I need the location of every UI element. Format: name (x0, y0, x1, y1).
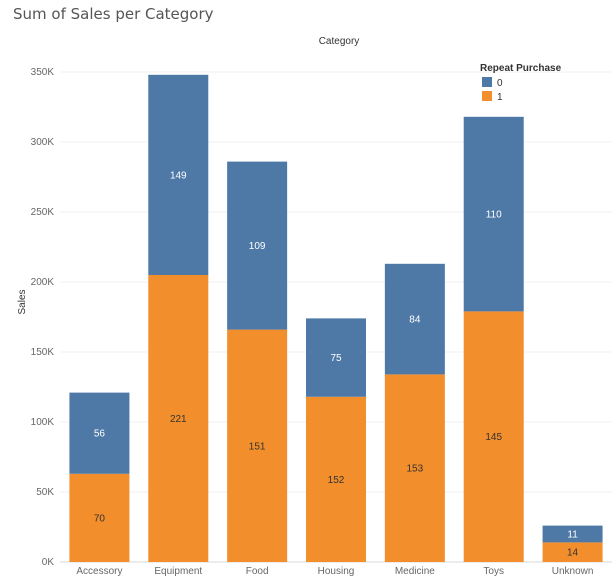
data-label: 153 (407, 464, 424, 475)
data-label: 221 (170, 414, 187, 425)
bar-segment-accessory-series-1[interactable] (69, 473, 130, 562)
x-tick-label: Unknown (552, 566, 594, 577)
y-tick-label: 0K (42, 557, 55, 568)
bar-segment-equipment-series-1[interactable] (148, 275, 209, 562)
y-axis-ticks: 0K 50K 100K 150K 200K 250K 300K 350K (31, 67, 55, 568)
legend-swatch (482, 77, 492, 87)
bar-segment-food-series-1[interactable] (227, 329, 288, 562)
legend: Repeat Purchase 0 1 (480, 63, 562, 103)
data-label: 14 (567, 548, 579, 559)
data-label: 75 (330, 353, 342, 364)
data-label: 149 (170, 170, 187, 181)
x-tick-label: Housing (318, 566, 355, 577)
column-header: Category (319, 36, 360, 47)
y-tick-label: 300K (31, 137, 55, 148)
bar-segment-unknown-series-0[interactable] (542, 525, 603, 543)
x-tick-label: Medicine (395, 566, 435, 577)
bar-segment-toys-series-0[interactable] (463, 116, 524, 312)
y-tick-label: 350K (31, 67, 55, 78)
legend-title: Repeat Purchase (480, 63, 562, 74)
x-tick-label: Food (246, 566, 269, 577)
data-label: 70 (94, 513, 106, 524)
legend-label: 0 (497, 78, 503, 89)
data-label: 152 (328, 475, 345, 486)
y-tick-label: 150K (31, 347, 55, 358)
bar-segment-equipment-series-0[interactable] (148, 74, 209, 275)
data-label: 109 (249, 241, 266, 252)
y-tick-label: 200K (31, 277, 55, 288)
bars: 70 56 221 149 151 109 152 75 153 84 145 110 14 11 (69, 74, 603, 562)
data-label: 11 (567, 530, 578, 541)
bar-segment-unknown-series-1[interactable] (542, 542, 603, 562)
bar-segment-housing-series-0[interactable] (306, 318, 366, 397)
data-label: 145 (485, 432, 502, 443)
x-tick-label: Equipment (154, 566, 202, 577)
x-tick-label: Toys (483, 566, 504, 577)
legend-label: 1 (497, 92, 503, 103)
bar-segment-housing-series-1[interactable] (306, 396, 366, 562)
bar-segment-food-series-0[interactable] (227, 161, 288, 330)
y-axis-title: Sales (17, 289, 28, 314)
data-label: 110 (486, 210, 502, 221)
bar-segment-accessory-series-0[interactable] (69, 392, 130, 474)
bar-segment-toys-series-1[interactable] (463, 311, 524, 562)
y-tick-label: 100K (31, 417, 55, 428)
y-tick-label: 250K (31, 207, 55, 218)
bar-segment-medicine-series-0[interactable] (384, 263, 445, 375)
chart-title: Sum of Sales per Category (13, 5, 214, 23)
data-label: 151 (249, 441, 266, 452)
legend-swatch (482, 91, 492, 101)
x-axis-ticks: Accessory Equipment Food Housing Medicine Toy… (76, 566, 593, 577)
x-tick-label: Accessory (76, 566, 122, 577)
data-label: 56 (94, 429, 106, 440)
y-tick-label: 50K (36, 487, 54, 498)
data-label: 84 (409, 315, 421, 326)
bar-segment-medicine-series-1[interactable] (384, 374, 445, 562)
